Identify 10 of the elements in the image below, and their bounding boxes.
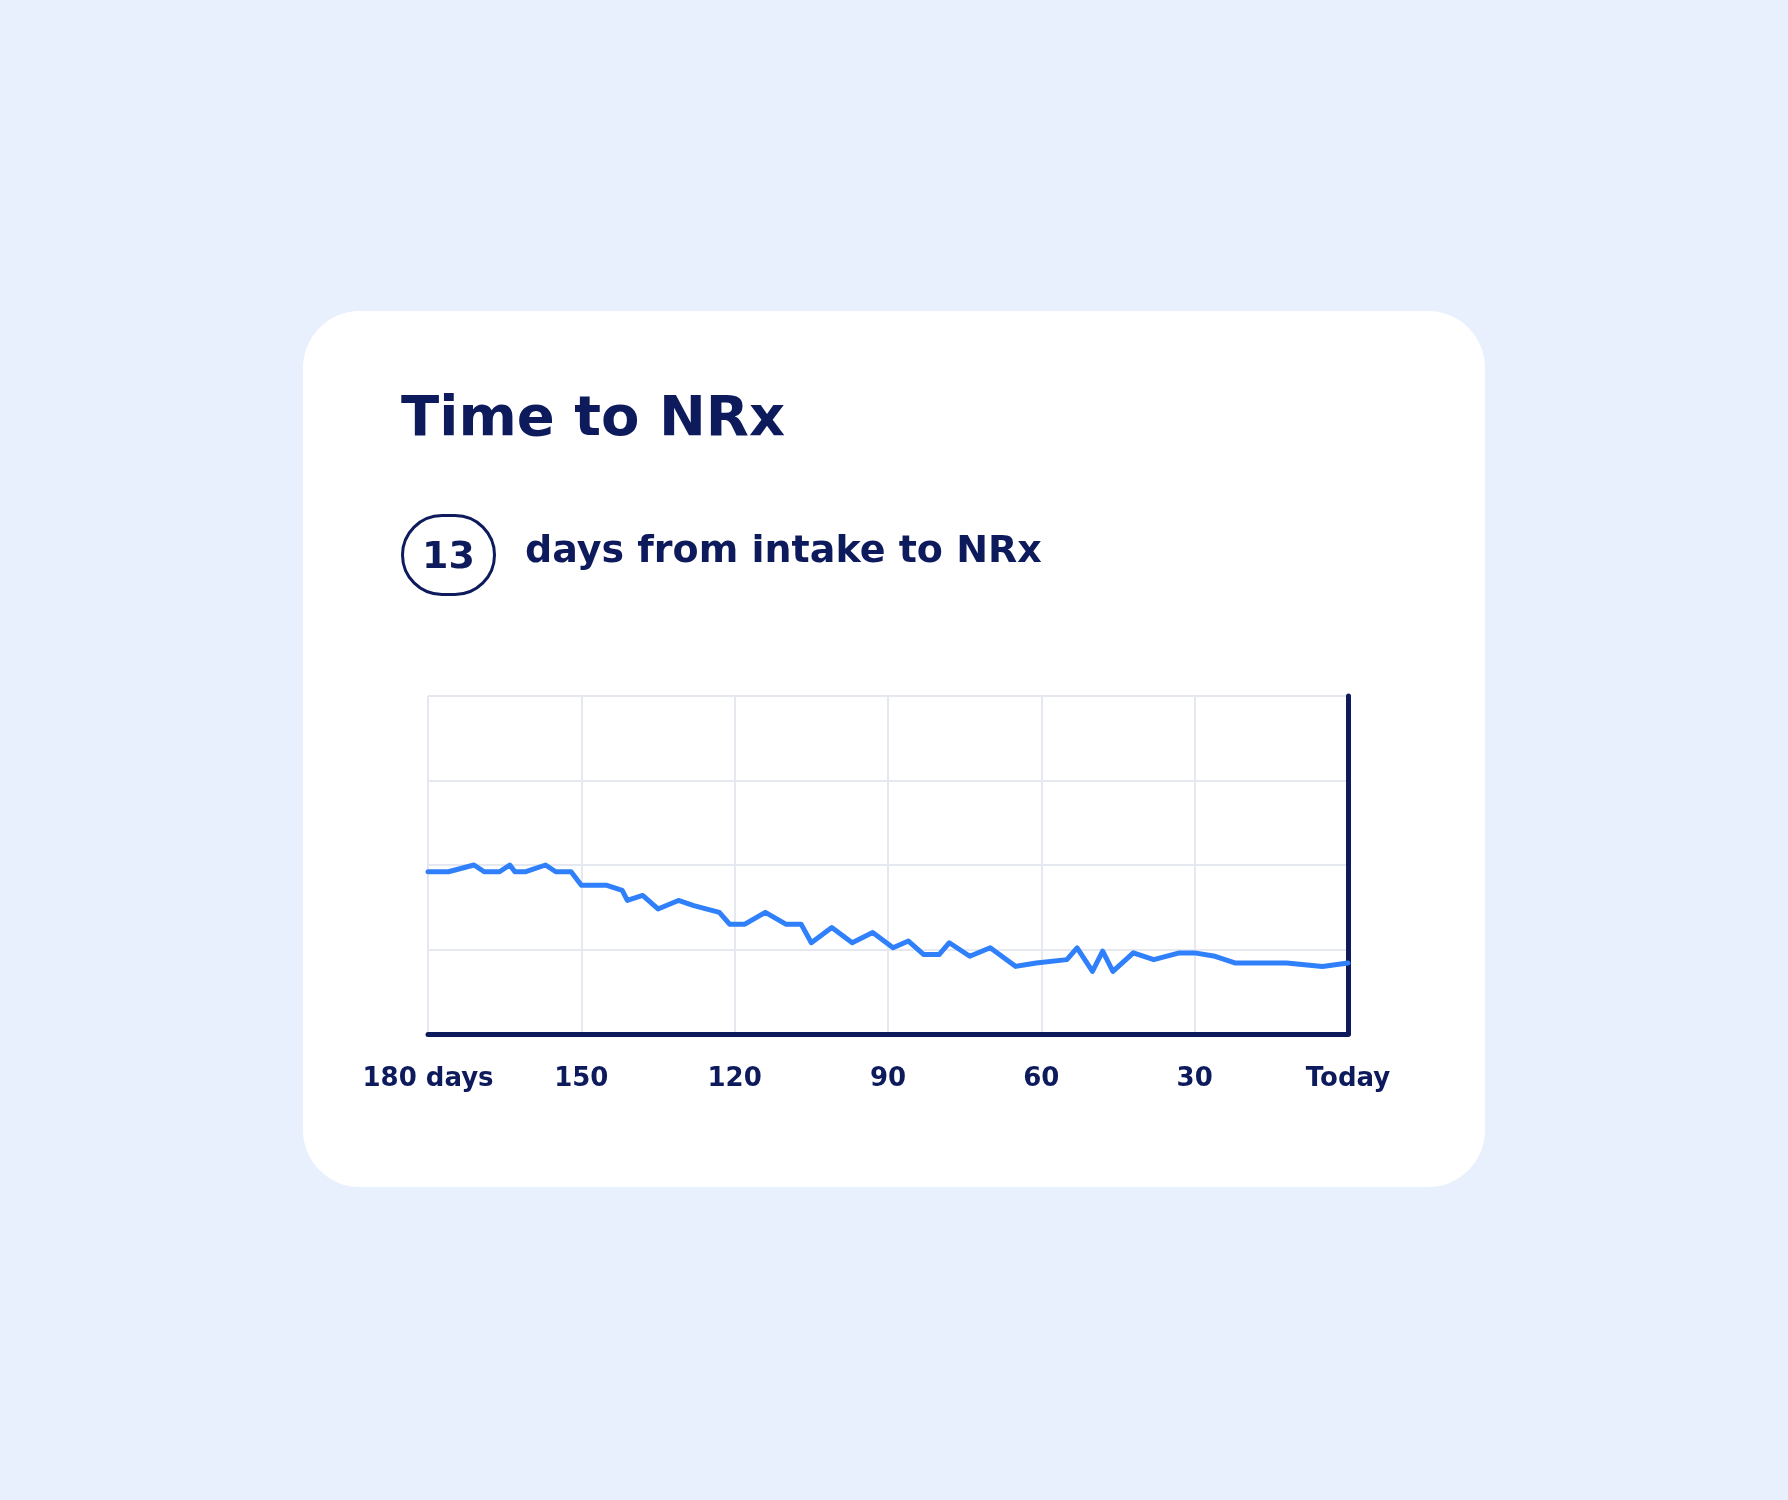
text: days from intake to NRx [525,527,1042,571]
x-tick-label: 60 [1023,1062,1060,1092]
x-tick-label: Today [1305,1062,1391,1092]
x-tick-label: 90 [869,1062,907,1092]
x-tick-label: 180 days [362,1062,494,1092]
x-tick-label: 120 [707,1062,762,1092]
x-tick-label: 150 [554,1062,609,1092]
text: 13 [401,514,496,596]
chart-title: Time to NRx [401,383,786,448]
x-tick-label: 30 [1176,1062,1213,1092]
